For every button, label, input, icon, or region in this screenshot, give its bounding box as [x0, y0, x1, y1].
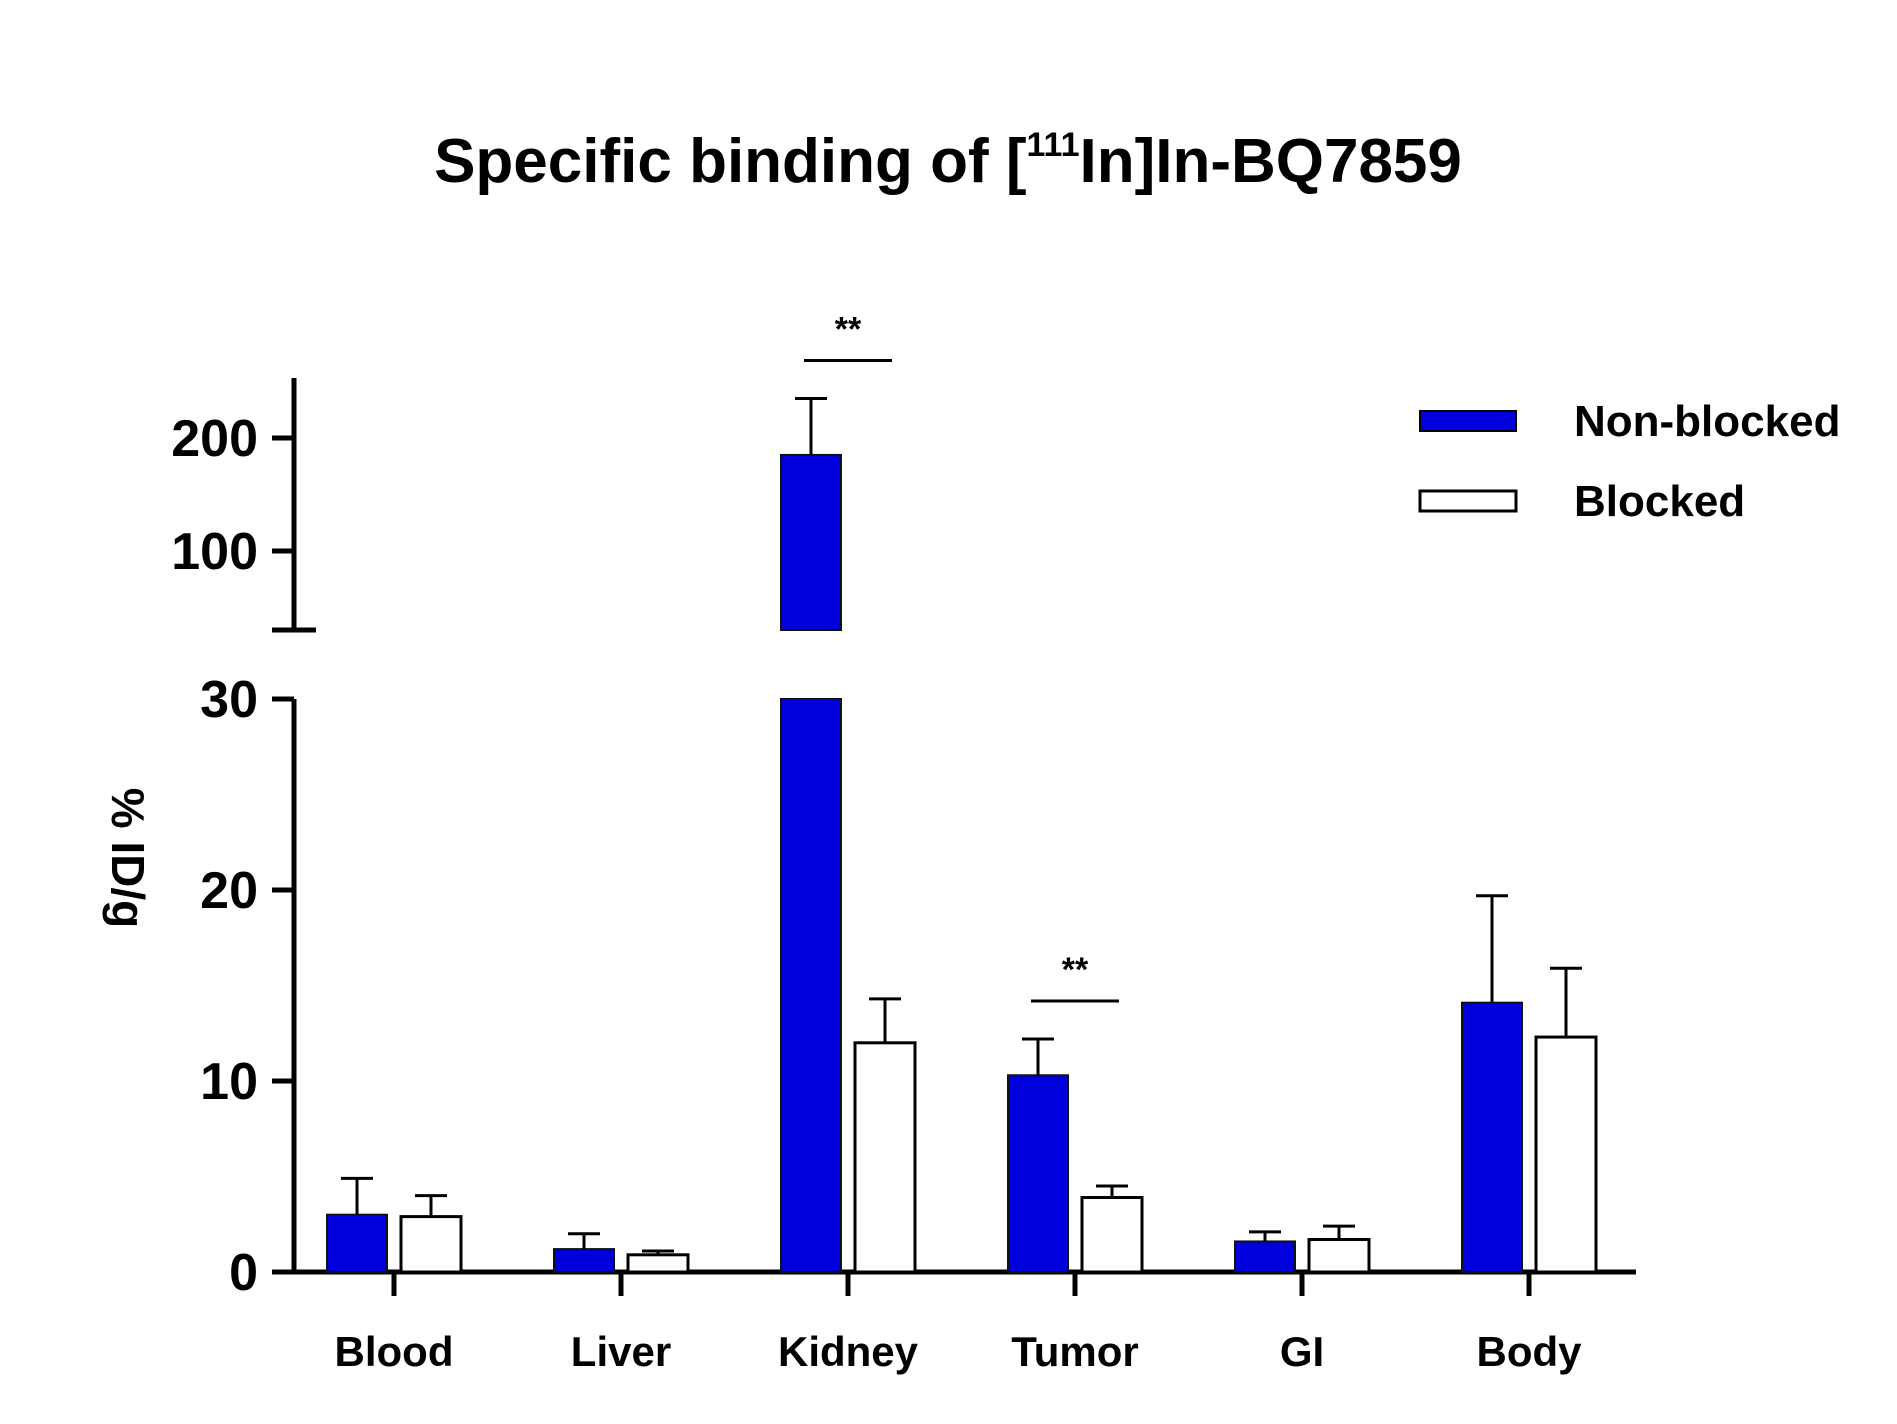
title-prefix: Specific binding of [: [434, 127, 1026, 196]
y-tick-label: 100: [171, 523, 258, 581]
significance-label: **: [835, 310, 862, 348]
bar-blocked: [1534, 1035, 1598, 1274]
bars: [326, 453, 1598, 1274]
x-tick-label: Body: [1477, 1328, 1583, 1375]
bar-non-blocked: [1234, 1240, 1296, 1273]
y-tick-label: 30: [200, 671, 258, 729]
y-tick-label: 20: [200, 862, 258, 920]
bar-blocked: [399, 1215, 463, 1274]
chart-title: Specific binding of [111In]In-BQ7859: [434, 126, 1462, 196]
x-tick-label: GI: [1280, 1328, 1324, 1375]
y-tick-label: 200: [171, 410, 258, 468]
bar-blocked: [853, 1041, 917, 1274]
legend: Non-blocked Blocked: [1418, 397, 1840, 526]
bar-blocked: [626, 1253, 690, 1274]
bar-non-blocked: [1007, 1074, 1069, 1274]
y-tick-label: 0: [229, 1244, 258, 1302]
x-tick-label: Kidney: [778, 1328, 919, 1375]
bar-blocked: [1080, 1196, 1144, 1274]
legend-swatch: [1419, 410, 1517, 432]
legend-label: Non-blocked: [1574, 397, 1840, 446]
legend-label: Blocked: [1574, 477, 1745, 526]
bar-non-blocked: [326, 1213, 388, 1273]
significance-markers: ** **: [804, 310, 1119, 1003]
bar-non-blocked-lower: [780, 698, 842, 1273]
y-tick-label: 10: [200, 1053, 258, 1111]
bar-non-blocked: [553, 1248, 615, 1273]
bar-non-blocked-upper: [780, 453, 842, 632]
bar-non-blocked: [1461, 1001, 1523, 1273]
legend-swatch: [1418, 489, 1518, 513]
x-tick-label: Tumor: [1011, 1328, 1139, 1375]
y-axis-label: % ID/g: [102, 788, 154, 929]
axes: 0 10 20 30 100 200 % ID/g Blood Liver Kidney Tumor…: [102, 378, 1636, 1375]
significance-label: **: [1062, 951, 1089, 989]
x-tick-label: Liver: [571, 1328, 671, 1375]
bar-blocked: [1307, 1238, 1371, 1274]
title-suffix: In]In-BQ7859: [1079, 127, 1461, 196]
error-bars: [341, 396, 1582, 1255]
x-tick-label: Blood: [335, 1328, 454, 1375]
title-superscript: 111: [1027, 126, 1080, 164]
